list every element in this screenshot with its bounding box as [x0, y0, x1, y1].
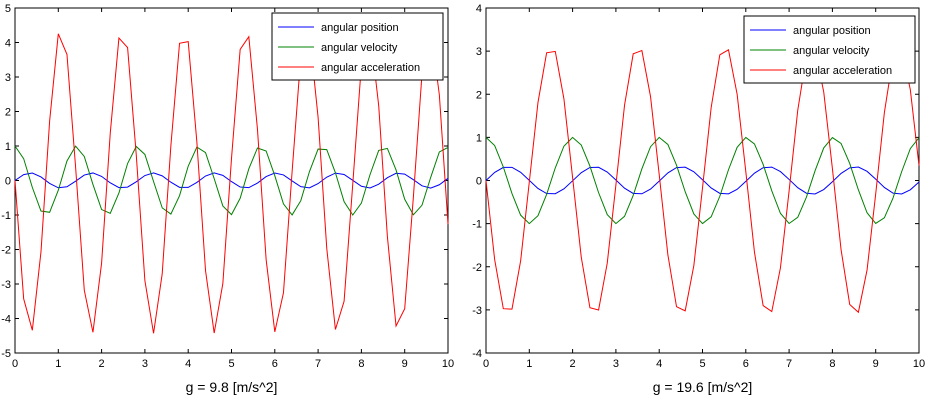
y-tick-label: 3 — [5, 72, 11, 84]
x-tick-label: 1 — [526, 358, 532, 370]
series-line-angular-position — [485, 166, 920, 195]
legend-label: angular acceleration — [793, 65, 892, 77]
y-tick-label: -1 — [1, 210, 11, 222]
y-tick-label: 0 — [476, 176, 482, 188]
x-tick-label: 8 — [829, 358, 835, 370]
x-tick-label: 3 — [613, 358, 619, 370]
y-tick-label: -4 — [1, 314, 11, 326]
y-tick-label: 5 — [5, 3, 11, 15]
chart-1: 0 1 2 3 4 5 6 7 8 9 10 -5 -4 -3 -2 -1 0 1 2 3 4 5 g = 9.8 [m/s… — [1, 3, 454, 395]
y-tick-label: -5 — [1, 348, 11, 360]
x-tick-label: 3 — [142, 358, 148, 370]
x-tick-label: 4 — [656, 358, 662, 370]
legend: angular position angular velocity angular … — [271, 12, 444, 81]
x-axis-label: g = 19.6 [m/s^2] — [653, 379, 753, 395]
legend-label: angular position — [321, 22, 399, 34]
x-tick-label: 8 — [358, 358, 364, 370]
x-tick-label: 7 — [315, 358, 321, 370]
y-tick-label: 2 — [476, 89, 482, 101]
x-tick-label: 10 — [442, 358, 454, 370]
x-tick-label: 7 — [786, 358, 792, 370]
x-tick-label: 9 — [873, 358, 879, 370]
x-tick-label: 10 — [913, 358, 925, 370]
x-tick-label: 0 — [12, 358, 18, 370]
legend: angular position angular velocity angular … — [743, 15, 916, 84]
x-tick-label: 2 — [99, 358, 105, 370]
series-line-angular-acceleration — [14, 28, 449, 334]
legend-label: angular velocity — [793, 45, 870, 57]
x-tick-label: 4 — [185, 358, 191, 370]
legend-label: angular acceleration — [321, 62, 420, 74]
x-tick-label: 5 — [699, 358, 705, 370]
x-tick-label: 5 — [228, 358, 234, 370]
chart-2: 0 1 2 3 4 5 6 7 8 9 10 -4 -3 -2 -1 0 1 2 3 4 g = 19.6 [m/s^2… — [472, 3, 925, 395]
x-axis-label: g = 9.8 [m/s^2] — [186, 379, 278, 395]
x-tick-label: 1 — [55, 358, 61, 370]
y-tick-label: -2 — [1, 245, 11, 257]
y-tick-label: 2 — [5, 107, 11, 119]
x-tick-label: 6 — [272, 358, 278, 370]
legend-label: angular velocity — [321, 42, 398, 54]
x-tick-label: 6 — [743, 358, 749, 370]
series-line-angular-velocity — [14, 145, 449, 216]
series-line-angular-velocity — [485, 136, 920, 225]
y-tick-label: 1 — [476, 132, 482, 144]
y-tick-label: 4 — [476, 3, 482, 15]
y-tick-label: -3 — [472, 305, 482, 317]
y-tick-label: -3 — [1, 279, 11, 291]
x-tick-label: 0 — [483, 358, 489, 370]
y-tick-label: 1 — [5, 141, 11, 153]
series-line-angular-acceleration — [485, 47, 920, 314]
y-tick-label: -1 — [472, 219, 482, 231]
y-tick-label: 0 — [5, 176, 11, 188]
y-tick-label: 4 — [5, 38, 11, 50]
y-tick-label: -4 — [472, 348, 482, 360]
series-line-angular-position — [14, 172, 449, 189]
y-tick-label: 3 — [476, 46, 482, 58]
x-tick-label: 9 — [402, 358, 408, 370]
x-tick-label: 2 — [570, 358, 576, 370]
legend-label: angular position — [793, 25, 871, 37]
y-tick-label: -2 — [472, 262, 482, 274]
